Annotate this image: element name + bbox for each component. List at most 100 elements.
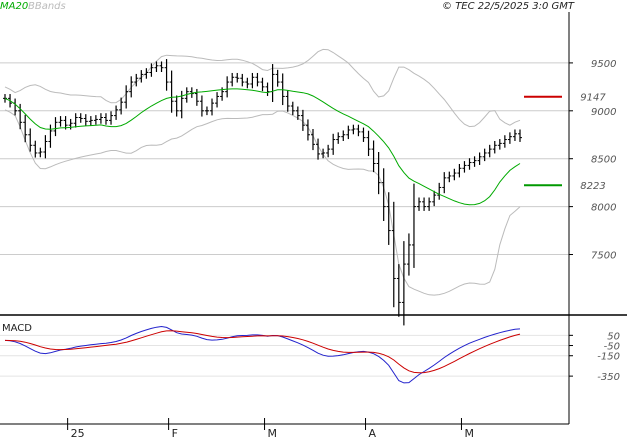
price-bar [447, 171, 452, 183]
price-bar [174, 95, 179, 117]
bollinger-upper-band [4, 48, 521, 128]
price-bar [114, 105, 119, 120]
price-bar [422, 197, 427, 211]
price-bar [300, 109, 305, 131]
price-grid [0, 62, 569, 256]
price-bar [497, 139, 502, 150]
price-bar [210, 98, 215, 116]
bollinger-lower-band [4, 109, 521, 296]
price-bar [28, 128, 33, 152]
legend-ma20-label: MA20 [0, 1, 28, 12]
price-bar [361, 127, 366, 142]
price-bar [285, 90, 290, 112]
macd-signal-line [4, 330, 521, 374]
price-bar [356, 124, 361, 137]
price-bar [432, 190, 437, 207]
price-level-label: 8223 [580, 181, 605, 192]
price-bar [169, 70, 174, 113]
price-tick-label: 8000 [591, 203, 616, 214]
price-bar [427, 197, 432, 211]
price-bar [103, 113, 108, 125]
price-bar [376, 152, 381, 195]
price-bar [33, 140, 38, 158]
price-bar [144, 68, 149, 79]
price-bar [462, 161, 467, 173]
x-axis-ticks: 25 F M A M [67, 418, 474, 440]
price-bars [3, 59, 522, 326]
price-bar [154, 61, 159, 73]
price-bar [260, 77, 265, 92]
price-bar [13, 98, 18, 116]
price-bar [265, 82, 270, 96]
price-bar [235, 72, 240, 83]
macd-tick-label: 50 [607, 331, 620, 342]
price-bar [457, 163, 462, 178]
price-bar [406, 233, 411, 276]
price-bar [467, 158, 472, 170]
price-bar [336, 132, 341, 144]
price-bar [472, 156, 477, 167]
price-bar [245, 77, 250, 89]
price-bar [437, 182, 442, 200]
price-bar [98, 113, 103, 124]
ma20-line [4, 88, 521, 206]
price-bar [341, 130, 346, 141]
price-bar [290, 101, 295, 116]
price-bar [331, 133, 336, 155]
price-bar [88, 116, 93, 126]
price-axis-ticks: 9500 9000 8500 8000 7500 [569, 59, 616, 262]
price-tick-label: 9500 [591, 59, 616, 70]
price-bar [139, 70, 144, 83]
price-bar [346, 125, 351, 140]
copyright-text: © TEC 22/5/2025 3:0 GMT [442, 1, 575, 12]
price-bar [48, 124, 53, 148]
price-bar [396, 264, 401, 317]
price-panel: 9500 9000 8500 8000 7500 9147 8223 [0, 48, 616, 326]
price-bar [502, 135, 507, 148]
price-bar [164, 59, 169, 91]
price-bar [83, 114, 88, 126]
price-bar [119, 97, 124, 115]
price-bar [381, 168, 386, 221]
price-bar [321, 148, 326, 159]
price-bar [512, 129, 517, 141]
price-bar [215, 92, 220, 108]
price-bar [371, 140, 376, 173]
x-tick-label: M [464, 427, 474, 440]
price-bar [199, 95, 204, 117]
price-bar [124, 85, 129, 109]
price-tick-label: 9000 [591, 107, 616, 118]
price-bar [351, 124, 356, 135]
price-bar [194, 88, 199, 106]
macd-tick-label: -50 [604, 342, 620, 353]
price-bar [482, 148, 487, 162]
price-level-label: 9147 [580, 93, 606, 104]
price-bar [326, 144, 331, 158]
price-bar [149, 63, 154, 77]
price-bar [134, 73, 139, 87]
price-bar [73, 113, 78, 128]
x-tick-label: F [172, 427, 178, 440]
price-bar [518, 129, 522, 142]
x-tick-label: M [268, 427, 278, 440]
price-bar [3, 94, 7, 103]
price-bar [204, 106, 209, 116]
price-bar [452, 168, 457, 181]
price-bar [295, 106, 300, 120]
price-levels: 9147 8223 [524, 93, 606, 192]
price-bar [305, 119, 310, 141]
price-bar [53, 117, 58, 137]
price-bar [442, 172, 447, 194]
price-bar [179, 90, 184, 119]
price-bar [58, 116, 63, 127]
macd-title: MACD [2, 323, 32, 334]
price-bar [109, 111, 114, 125]
price-bar [93, 115, 98, 125]
macd-grid [0, 334, 569, 377]
price-bar [230, 72, 235, 87]
macd-tick-label: -150 [597, 352, 620, 363]
price-bar [43, 135, 48, 159]
price-bar [316, 138, 321, 160]
price-bar [129, 76, 134, 98]
